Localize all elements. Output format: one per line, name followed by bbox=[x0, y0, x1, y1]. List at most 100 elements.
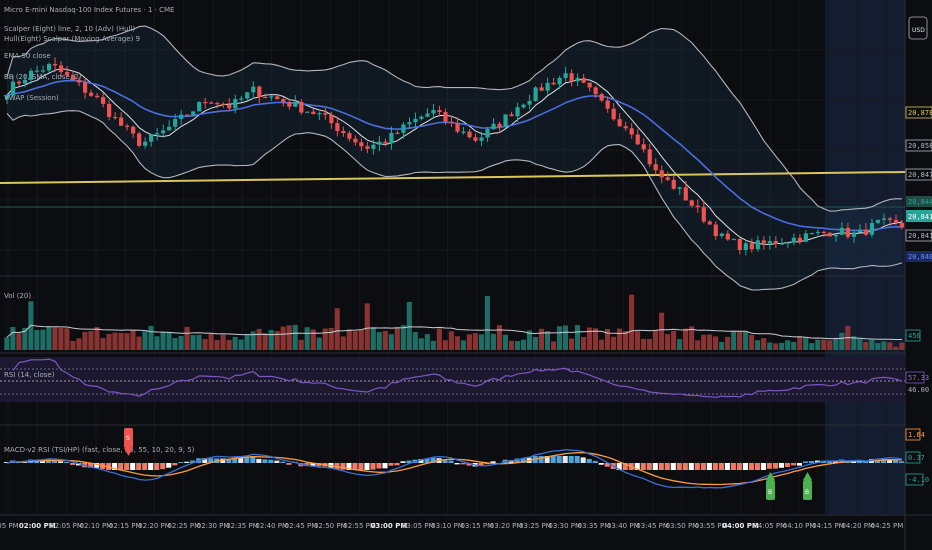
volume-bar bbox=[454, 336, 460, 350]
volume-bar bbox=[94, 327, 100, 350]
candle-body bbox=[497, 123, 502, 127]
candle-body bbox=[305, 111, 310, 113]
legend-volume[interactable]: Vol (20) bbox=[4, 292, 31, 300]
candle-body bbox=[611, 108, 616, 120]
legend-oscillator[interactable]: MACD-v2 RSI (TSI/HP) (fast, close, 55, 5… bbox=[4, 446, 195, 454]
osc-bar bbox=[244, 456, 250, 463]
volume-ma bbox=[6, 324, 902, 340]
candle-body bbox=[587, 82, 592, 88]
osc-bar bbox=[274, 460, 280, 463]
candle-body bbox=[797, 237, 802, 242]
candle-body bbox=[281, 99, 286, 103]
osc-bar bbox=[748, 463, 754, 470]
candles[interactable] bbox=[4, 57, 905, 256]
volume-bar bbox=[580, 336, 587, 350]
volume-bar bbox=[376, 332, 382, 350]
volume-bar bbox=[382, 331, 388, 350]
candle-body bbox=[599, 94, 604, 101]
price-label-4: 20,844.75 bbox=[908, 198, 932, 206]
candle-body bbox=[725, 233, 730, 240]
last-price-label: 20,841.25 bbox=[908, 213, 932, 221]
candle-body bbox=[40, 70, 46, 72]
candle-body bbox=[88, 92, 94, 96]
sell-signal-flag bbox=[124, 428, 133, 448]
osc-bar bbox=[802, 461, 808, 463]
sell-signal-marker[interactable]: S bbox=[124, 428, 133, 456]
volume-bar bbox=[214, 340, 220, 350]
volume-bar bbox=[556, 326, 563, 350]
buy-signal-flag bbox=[803, 480, 812, 500]
osc-bar bbox=[892, 460, 899, 463]
time-tick-label: 03:40 PM bbox=[607, 522, 640, 530]
legend-indicator-2[interactable]: Hull(Eight) Scalper (Moving Average) 9 bbox=[4, 35, 140, 43]
osc-bar bbox=[70, 463, 76, 465]
osc-bar bbox=[604, 463, 610, 467]
oscillator bbox=[4, 448, 905, 489]
osc-bar bbox=[88, 463, 94, 468]
time-tick-label: 04:05 PM bbox=[753, 522, 786, 530]
volume-bar bbox=[202, 338, 208, 350]
legend-indicator-5[interactable]: VWAP (Session) bbox=[4, 94, 59, 102]
osc-bar bbox=[832, 460, 839, 463]
candle-body bbox=[263, 96, 268, 99]
osc-bar bbox=[394, 463, 400, 466]
rsi-path bbox=[12, 358, 903, 398]
osc-bar bbox=[406, 460, 412, 463]
candle-body bbox=[257, 86, 262, 97]
osc-bar bbox=[754, 463, 760, 470]
osc-bar bbox=[460, 463, 466, 465]
legend-rsi[interactable]: RSI (14, close) bbox=[4, 371, 55, 379]
buy-signal-marker[interactable]: B bbox=[766, 472, 775, 500]
osc-bar bbox=[454, 463, 460, 465]
currency-button-label[interactable]: USD bbox=[912, 27, 925, 34]
volume-bar bbox=[628, 294, 635, 350]
rsi-axis-label-2: 46.00 bbox=[908, 386, 929, 394]
candle-body bbox=[743, 243, 748, 251]
volume-bar bbox=[88, 331, 94, 350]
legend-indicator-4[interactable]: BB (20, SMA, close, 2) bbox=[4, 73, 82, 81]
candle-body bbox=[347, 133, 352, 139]
volume-bar bbox=[803, 337, 809, 350]
osc-bar bbox=[238, 457, 244, 463]
volume-bar bbox=[520, 339, 526, 350]
volume-bar bbox=[514, 341, 520, 350]
osc-bar bbox=[778, 463, 784, 468]
volume-bar bbox=[550, 341, 557, 350]
candle-body bbox=[269, 96, 274, 98]
volume-bar bbox=[785, 340, 791, 350]
candle-body bbox=[647, 149, 652, 165]
candle-body bbox=[443, 112, 448, 122]
volume-bar bbox=[232, 336, 238, 350]
candle-body bbox=[28, 70, 34, 80]
legend-indicator-1[interactable]: Scalper (Eight) line, 2, 10 (Adv) (Hull) bbox=[4, 25, 135, 33]
volume-bar bbox=[304, 327, 310, 350]
candle-body bbox=[485, 129, 490, 138]
volume-bar bbox=[160, 331, 166, 350]
candle-body bbox=[95, 95, 100, 98]
buy-signal-pointer bbox=[766, 472, 775, 480]
volume-bar bbox=[262, 333, 268, 350]
candle-body bbox=[179, 114, 184, 119]
candle-body bbox=[677, 187, 682, 189]
osc-bar bbox=[172, 463, 178, 466]
price-axis[interactable]: 20,878.00 20,858.25 20,847.25 20,844.75 … bbox=[905, 106, 932, 262]
candle-body bbox=[64, 71, 70, 75]
candle-body bbox=[4, 95, 10, 100]
grid-lines bbox=[0, 0, 905, 515]
osc-bar bbox=[592, 460, 598, 463]
candle-body bbox=[377, 141, 382, 145]
osc-bar bbox=[448, 460, 454, 463]
osc-bar bbox=[742, 463, 748, 470]
volume-bar bbox=[4, 337, 10, 350]
buy-signal-marker[interactable]: B bbox=[803, 472, 812, 500]
legend-indicator-3[interactable]: EMA 50 close bbox=[4, 52, 51, 60]
candle-body bbox=[455, 123, 460, 132]
time-tick-label: 02:00 PM bbox=[19, 522, 56, 530]
currency-button[interactable] bbox=[908, 16, 928, 40]
candle-body bbox=[353, 138, 358, 143]
osc-bar bbox=[400, 461, 406, 463]
candle-body bbox=[623, 126, 628, 129]
time-tick-label: 02:30 PM bbox=[197, 522, 230, 530]
